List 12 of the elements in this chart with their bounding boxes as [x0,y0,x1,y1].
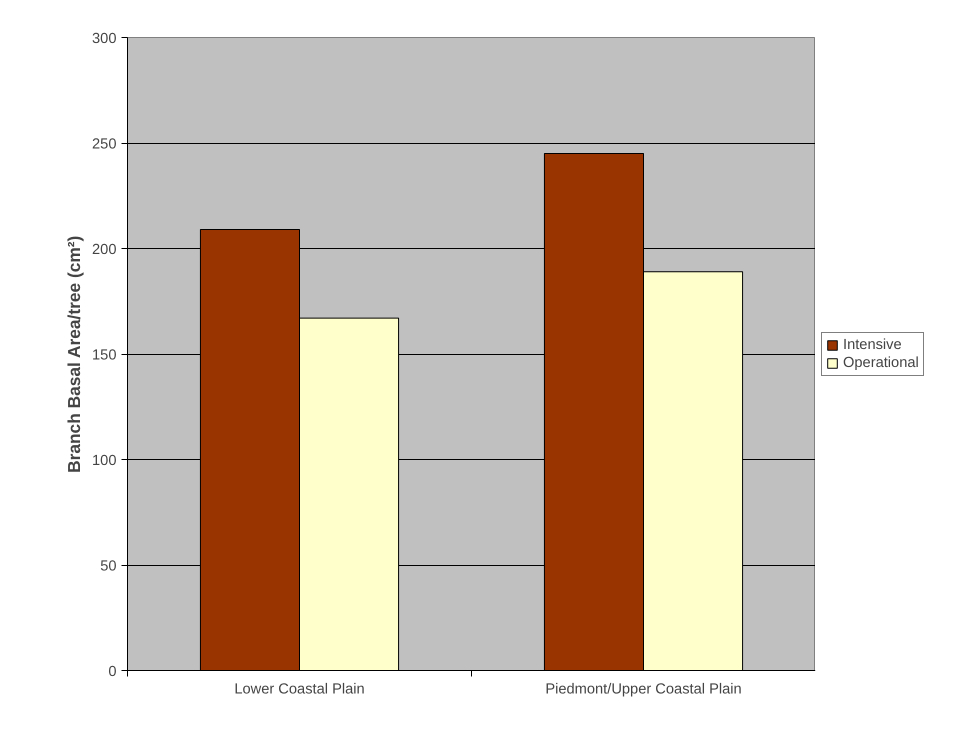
y-tick-label: 300 [92,31,117,47]
y-tick-label: 250 [92,136,117,152]
legend-label: Intensive [843,336,902,352]
y-tick-label: 150 [92,348,117,364]
y-tick-label: 100 [92,453,117,469]
x-tick-label: Piedmont/Upper Coastal Plain [545,682,742,698]
y-tick-label: 200 [92,242,117,258]
y-tick-label: 0 [108,664,117,680]
legend-label: Operational [843,354,919,370]
y-axis-title: Branch Basal Area/tree (cm²) [64,236,84,473]
y-tick-label: 50 [100,558,117,574]
x-tick-label: Lower Coastal Plain [234,682,365,698]
